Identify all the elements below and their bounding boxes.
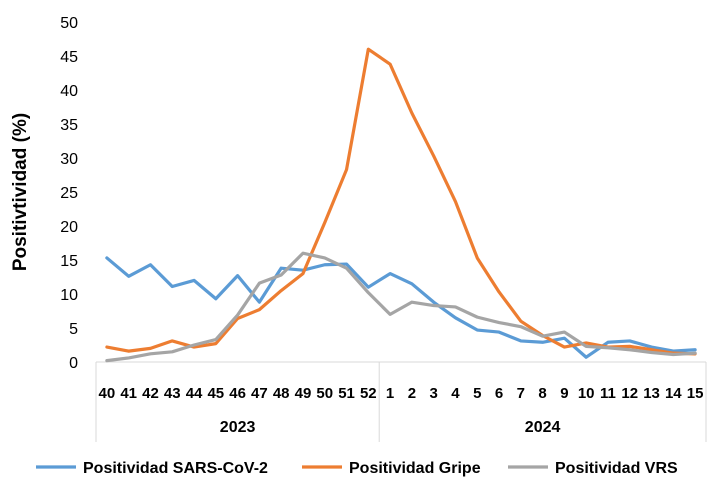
x-tick-label: 6 — [495, 385, 503, 402]
axes — [95, 361, 707, 442]
series-points-0 — [106, 257, 696, 358]
x-tick-label: 42 — [142, 385, 159, 402]
x-tick-label: 11 — [600, 385, 616, 402]
y-tick-label: 10 — [60, 287, 78, 304]
x-tick-label: 44 — [186, 385, 203, 402]
year-group-label: 2023 — [220, 419, 256, 436]
legend-label: Positividad SARS-CoV-2 — [83, 460, 268, 477]
y-tick-label: 35 — [60, 117, 78, 134]
series-lines — [105, 47, 697, 363]
x-tick-label: 40 — [99, 385, 116, 402]
y-tick-label: 30 — [60, 151, 78, 168]
x-tick-label: 43 — [164, 385, 181, 402]
legend-item: Positividad Gripe — [302, 460, 481, 477]
y-tick-label: 20 — [60, 219, 78, 236]
y-tick-label: 25 — [60, 185, 78, 202]
series-line-1 — [105, 47, 697, 356]
x-axis-ticks: 40 41 42 43 44 45 46 47 48 49 50 51 52 1 2 3 4 5 6 7 8 9 10 11 1… — [99, 385, 704, 402]
y-tick-label: 50 — [60, 15, 78, 32]
x-tick-label: 13 — [643, 385, 660, 402]
x-tick-label: 5 — [473, 385, 481, 402]
x-tick-label: 2 — [408, 385, 416, 402]
x-tick-label: 46 — [229, 385, 246, 402]
x-tick-label: 15 — [687, 385, 704, 402]
y-axis-label: Positivtividad (%) — [10, 113, 31, 271]
legend: Positividad SARS-CoV-2 Positividad Gripe P… — [36, 460, 678, 477]
x-tick-label: 3 — [430, 385, 438, 402]
year-group-label: 2024 — [525, 419, 561, 436]
y-axis-ticks: 0 5 10 15 20 25 30 35 40 45 50 — [60, 15, 78, 372]
x-tick-label: 52 — [360, 385, 377, 402]
x-tick-label: 47 — [251, 385, 268, 402]
x-tick-label: 14 — [665, 385, 682, 402]
legend-label: Positividad Gripe — [349, 460, 481, 477]
x-tick-label: 4 — [451, 385, 460, 402]
x-tick-label: 41 — [120, 385, 137, 402]
x-tick-label: 1 — [386, 385, 394, 402]
x-tick-label: 7 — [517, 385, 525, 402]
x-tick-label: 49 — [295, 385, 312, 402]
x-tick-label: 51 — [338, 385, 355, 402]
x-tick-label: 8 — [538, 385, 546, 402]
series-line-2 — [105, 251, 697, 363]
x-tick-label: 9 — [560, 385, 568, 402]
legend-item: Positividad SARS-CoV-2 — [36, 460, 268, 477]
series-line-0 — [105, 256, 697, 359]
y-tick-label: 45 — [60, 49, 78, 66]
x-tick-label: 45 — [207, 385, 224, 402]
x-tick-label: 50 — [316, 385, 333, 402]
y-tick-label: 0 — [69, 355, 78, 372]
y-tick-label: 15 — [60, 253, 78, 270]
legend-item: Positividad VRS — [508, 460, 678, 477]
y-tick-label: 40 — [60, 83, 78, 100]
year-groups: 2023 2024 — [220, 419, 561, 436]
legend-label: Positividad VRS — [555, 460, 678, 477]
y-tick-label: 5 — [69, 321, 78, 338]
x-tick-label: 48 — [273, 385, 290, 402]
series-points-2 — [106, 253, 696, 361]
x-tick-label: 10 — [578, 385, 595, 402]
x-tick-label: 12 — [621, 385, 638, 402]
